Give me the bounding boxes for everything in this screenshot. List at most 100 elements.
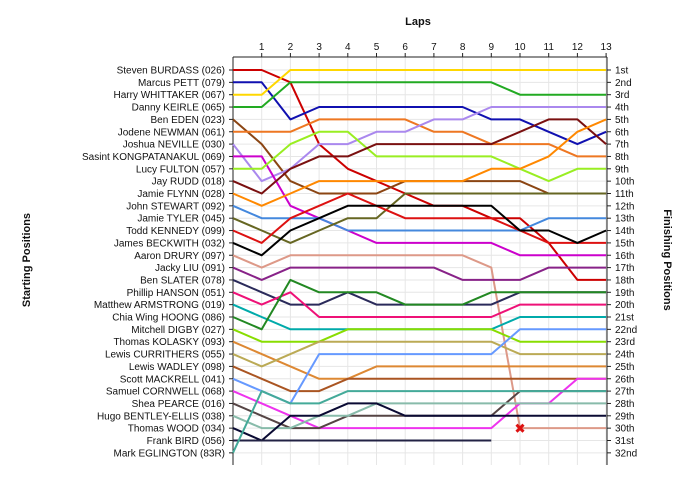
- finishing-position-label: 8th: [615, 152, 629, 163]
- lap-tick-label: 10: [514, 42, 526, 53]
- driver-lines: [232, 69, 607, 454]
- driver-line: [233, 69, 607, 96]
- driver-start-label: Mark EGLINGTON (83R): [114, 448, 226, 459]
- axes: [229, 53, 611, 465]
- lap-tick-label: 5: [374, 42, 380, 53]
- driver-start-label: Ben SLATER (078): [140, 275, 225, 286]
- driver-line: [232, 402, 607, 430]
- driver-start-label: Jodene NEWMAN (061): [118, 127, 225, 138]
- driver-line: [232, 340, 607, 380]
- finishing-position-label: 29th: [615, 411, 634, 422]
- finishing-position-label: 9th: [615, 164, 629, 175]
- driver-start-label: Lewis CURRITHERS (055): [105, 350, 225, 361]
- driver-start-label: Thomas KOLASKY (093): [113, 337, 225, 348]
- lap-tick-label: 4: [345, 42, 351, 53]
- driver-start-label: Harry WHITTAKER (067): [114, 90, 226, 101]
- driver-line: [232, 291, 607, 318]
- driver-start-label: Lewis WADLEY (098): [129, 362, 225, 373]
- right-axis-title: Finishing Positions: [661, 209, 673, 310]
- driver-start-label: Marcus PETT (079): [138, 78, 225, 89]
- driver-line: [232, 118, 607, 207]
- driver-start-label: Frank BIRD (056): [147, 436, 225, 447]
- finishing-position-label: 20th: [615, 300, 634, 311]
- lap-tick-label: 3: [316, 42, 322, 53]
- finishing-position-label: 12th: [615, 201, 634, 212]
- driver-start-label: Thomas WOOD (034): [128, 424, 225, 435]
- driver-start-label: Steven BURDASS (026): [117, 66, 225, 77]
- driver-start-label: Matthew ARMSTRONG (019): [94, 300, 225, 311]
- driver-line: [232, 192, 607, 244]
- driver-line: [232, 365, 607, 393]
- finishing-position-label: 23rd: [615, 337, 635, 348]
- finishing-position-label: 25th: [615, 362, 634, 373]
- finishing-position-label: 1st: [615, 66, 629, 77]
- driver-line: [232, 402, 607, 442]
- driver-line: [232, 192, 607, 244]
- driver-start-label: Scott MACKRELL (041): [120, 374, 225, 385]
- driver-start-label: Shea PEARCE (016): [132, 399, 225, 410]
- driver-start-label: Mitchell DIGBY (027): [131, 325, 225, 336]
- driver-line: [232, 278, 607, 331]
- driver-start-label: Todd KENNEDY (099): [126, 226, 225, 237]
- finishing-position-label: 2nd: [615, 78, 632, 89]
- finishing-position-label: 31st: [615, 436, 634, 447]
- finishing-position-label: 24th: [615, 350, 634, 361]
- x-axis-title: Laps: [405, 16, 431, 28]
- lap-tick-label: 9: [489, 42, 495, 53]
- finishing-position-label: 5th: [615, 115, 629, 126]
- driver-line: [233, 155, 607, 257]
- lap-tick-label: 11: [544, 42, 555, 53]
- driver-start-label: Aaron DRURY (097): [134, 251, 225, 262]
- driver-line: [233, 69, 607, 281]
- lap-tick-label: 1: [259, 42, 265, 53]
- lap-tick-label: 2: [288, 42, 294, 53]
- finishing-position-label: 27th: [615, 387, 634, 398]
- finishing-position-label: 17th: [615, 263, 634, 274]
- lap-tick-label: 7: [431, 42, 437, 53]
- finishing-position-label: 3rd: [615, 90, 629, 101]
- driver-line: [232, 390, 607, 430]
- driver-start-label: Jamie FLYNN (028): [137, 189, 225, 200]
- lap-tick-label: 8: [460, 42, 466, 53]
- driver-line: [232, 328, 607, 343]
- finishing-position-label: 11th: [615, 189, 634, 200]
- driver-start-label: Ben EDEN (023): [151, 115, 225, 126]
- driver-start-label: James BECKWITH (032): [114, 238, 225, 249]
- driver-start-label: Chia Wing HOONG (086): [112, 313, 225, 324]
- driver-start-label: Jamie TYLER (045): [137, 214, 225, 225]
- driver-start-label: John STEWART (092): [126, 201, 225, 212]
- finishing-position-label: 6th: [615, 127, 629, 138]
- driver-line: [232, 204, 607, 232]
- driver-line: [232, 204, 607, 257]
- left-axis-title: Starting Positions: [21, 213, 33, 307]
- retired-marker-icon: [515, 423, 525, 433]
- finishing-position-label: 30th: [615, 424, 634, 435]
- driver-start-label: Jacky LIU (091): [155, 263, 225, 274]
- finishing-position-label: 26th: [615, 374, 634, 385]
- driver-line: [232, 254, 607, 430]
- lap-tick-label: 6: [402, 42, 408, 53]
- driver-start-label: Phillip HANSON (051): [127, 288, 225, 299]
- finishing-position-label: 16th: [615, 251, 634, 262]
- finishing-position-label: 14th: [615, 226, 634, 237]
- lap-tick-label: 12: [572, 42, 584, 53]
- finishing-position-label: 21st: [615, 313, 634, 324]
- finishing-position-label: 4th: [615, 103, 629, 114]
- finishing-position-label: 13th: [615, 214, 634, 225]
- driver-start-label: Joshua NEVILLE (030): [123, 140, 225, 151]
- finishing-position-label: 32nd: [615, 448, 637, 459]
- driver-start-label: Sasint KONGPATANAKUL (069): [82, 152, 225, 163]
- driver-start-label: Danny KEIRLE (065): [132, 103, 225, 114]
- driver-line: [233, 130, 607, 183]
- driver-line: [232, 106, 607, 183]
- driver-line: [232, 340, 607, 368]
- finishing-position-label: 28th: [615, 399, 634, 410]
- finishing-position-label: 15th: [615, 238, 634, 249]
- finishing-position-label: 19th: [615, 288, 634, 299]
- finishing-position-label: 10th: [615, 177, 634, 188]
- finishing-position-label: 22nd: [615, 325, 637, 336]
- driver-start-label: Lucy FULTON (057): [136, 164, 225, 175]
- driver-start-label: Jay RUDD (018): [152, 177, 225, 188]
- driver-start-label: Hugo BENTLEY-ELLIS (038): [97, 411, 225, 422]
